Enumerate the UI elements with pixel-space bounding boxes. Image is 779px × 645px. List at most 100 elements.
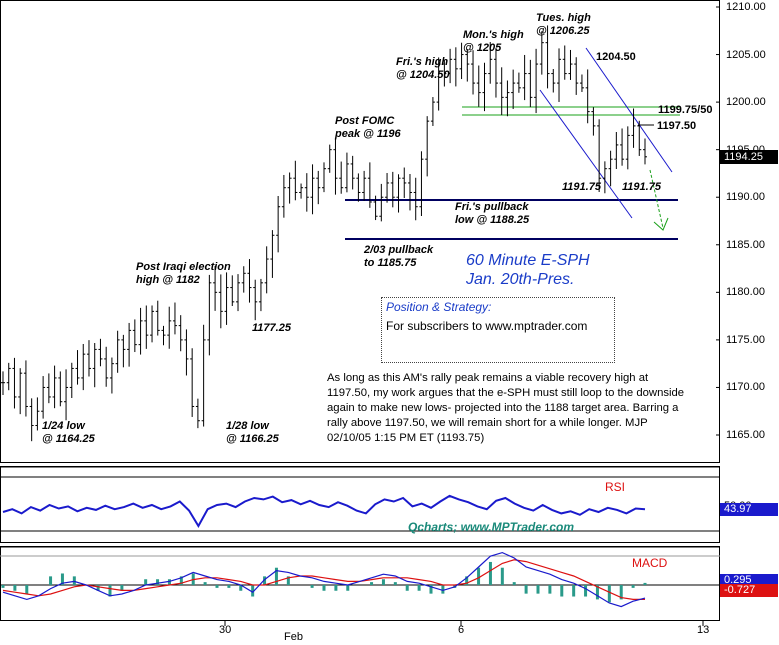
price-bar xyxy=(448,48,453,84)
annotation-low-1-24: 1/24 low @ 1164.25 xyxy=(42,420,95,446)
annotation-line: low @ 1188.25 xyxy=(455,214,530,226)
price-bar xyxy=(419,151,424,217)
price-bar xyxy=(310,164,315,215)
price-bar xyxy=(373,195,378,221)
price-bar xyxy=(488,42,493,84)
price-bar xyxy=(390,171,395,208)
price-bar xyxy=(350,155,355,190)
strategy-box: Position & Strategy: For subscribers to … xyxy=(381,297,615,363)
price-bar xyxy=(425,116,430,177)
price-bar xyxy=(121,334,126,368)
price-bar xyxy=(614,131,619,169)
y-tick-label: 1170.00 xyxy=(726,381,765,394)
price-bar xyxy=(499,67,504,116)
price-bar xyxy=(29,398,34,442)
price-bar xyxy=(207,274,212,356)
annotation-line: @ 1204.50 xyxy=(396,69,450,81)
y-tick-marks xyxy=(716,6,720,436)
price-bar xyxy=(195,398,200,429)
chart-subtitle: Jan. 20th-Pres. xyxy=(466,271,575,288)
price-bar xyxy=(281,174,286,218)
price-bar xyxy=(379,183,384,222)
price-bar xyxy=(86,340,91,377)
price-bar xyxy=(190,348,195,417)
price-bar xyxy=(1,371,5,396)
price-bar xyxy=(230,275,235,307)
price-bar xyxy=(132,319,137,353)
annotation-post-iraqi: Post Iraqi election high @ 1182 xyxy=(136,261,231,287)
annotation-line: Fri.'s high xyxy=(396,56,449,68)
x-label-feb: Feb xyxy=(284,631,303,643)
price-bar xyxy=(236,274,241,312)
price-bar xyxy=(534,48,539,114)
price-bar xyxy=(322,162,326,193)
price-bar xyxy=(75,350,80,385)
price-bar xyxy=(568,49,573,80)
annotation-line: to 1185.75 xyxy=(364,257,417,269)
price-bar xyxy=(327,144,332,173)
rsi-indicator xyxy=(2,494,646,528)
price-bar xyxy=(201,324,206,427)
price-bar xyxy=(258,278,263,312)
price-bar xyxy=(551,68,556,93)
price-bar xyxy=(52,365,57,409)
price-bar xyxy=(465,48,470,82)
price-bar xyxy=(69,362,74,399)
price-bar xyxy=(591,107,596,136)
price-bar xyxy=(144,305,149,349)
price-bar xyxy=(407,174,412,211)
support-resistance-levels xyxy=(345,47,680,240)
y-tick-label: 1180.00 xyxy=(726,286,765,299)
annotation-line: 1/28 low xyxy=(226,420,269,432)
price-bar xyxy=(287,172,292,204)
price-bar xyxy=(545,25,550,89)
price-bar xyxy=(161,325,166,346)
macd-line xyxy=(2,551,646,608)
price-bar xyxy=(224,272,229,325)
price-bar xyxy=(597,119,602,193)
macd-last-neg-tag: -0.727 xyxy=(720,584,778,597)
annotation-line: 1/24 low xyxy=(42,420,85,432)
price-bar xyxy=(562,45,567,80)
price-bar xyxy=(167,306,172,349)
y-tick-label: 1200.00 xyxy=(726,96,766,109)
price-panel xyxy=(0,0,720,463)
price-bar xyxy=(35,397,40,431)
annotation-line: Post Iraqi election xyxy=(136,261,231,273)
price-bar xyxy=(476,65,481,107)
annotation-line: @ 1205 xyxy=(463,42,502,54)
price-bar xyxy=(150,305,155,343)
y-tick-label: 1175.00 xyxy=(726,333,765,346)
price-bar xyxy=(115,330,120,373)
price-bar xyxy=(276,195,281,253)
price-bar xyxy=(104,346,109,387)
annotation-1204-50: 1204.50 xyxy=(596,51,636,63)
strategy-title: Position & Strategy: xyxy=(386,300,492,314)
annotation-fri-pullback: Fri.'s pullback low @ 1188.25 xyxy=(455,201,529,227)
price-bar xyxy=(631,108,636,148)
price-bar xyxy=(493,47,498,98)
annotation-line: Mon.'s high xyxy=(463,29,524,41)
price-bar xyxy=(620,128,625,166)
price-bar xyxy=(241,266,246,293)
y-tick-label: 1210.00 xyxy=(726,1,766,13)
projection-arrowhead xyxy=(653,217,669,231)
annotation-line: @ 1206.25 xyxy=(536,25,590,37)
price-bar xyxy=(453,47,458,87)
price-bars xyxy=(1,25,647,442)
y-tick-label: 1185.00 xyxy=(726,238,765,251)
annotation-low-1177: 1177.25 xyxy=(252,322,291,334)
price-bar xyxy=(516,72,521,93)
macd-indicator xyxy=(1,551,647,608)
price-bar xyxy=(471,50,476,95)
y-tick-label: 1165.00 xyxy=(726,429,765,441)
chart-title: 60 Minute E-SPH xyxy=(466,252,590,269)
annotation-low-1-28: 1/28 low @ 1166.25 xyxy=(226,420,279,446)
price-bar xyxy=(12,357,17,409)
annotation-post-fomc: Post FOMC peak @ 1196 xyxy=(335,115,401,141)
annotation-line: high @ 1182 xyxy=(136,274,200,286)
annotation-mon-high: Mon.'s high @ 1205 xyxy=(463,29,524,55)
price-bar xyxy=(304,173,309,212)
price-bar xyxy=(511,69,516,110)
